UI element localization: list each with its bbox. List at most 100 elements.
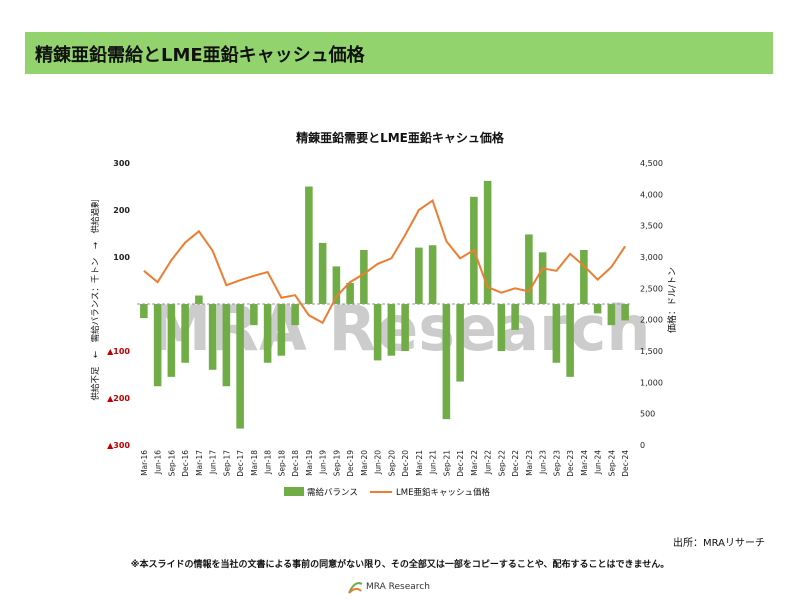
- x-tick-label: Jun-17: [209, 450, 218, 475]
- right-tick-label: 0: [640, 441, 645, 450]
- bar-Dec-19: [346, 282, 354, 304]
- x-tick-label: Sep-19: [332, 450, 341, 477]
- x-tick-label: Mar-22: [470, 450, 479, 476]
- x-tick-label: Jun-23: [539, 450, 548, 475]
- bar-Jun-20: [373, 304, 382, 361]
- x-tick-label: Sep-17: [222, 450, 231, 477]
- x-tick-label: Mar-20: [360, 450, 369, 476]
- bar-Jun-23: [538, 252, 547, 304]
- page-title: 精錬亜鉛需給とLME亜鉛キャッシュ価格: [35, 45, 365, 66]
- bar-Jun-16: [153, 304, 162, 387]
- bar-Dec-20: [401, 304, 409, 351]
- logo-text: MRA Research: [366, 582, 430, 592]
- left-tick-label: 200: [113, 206, 130, 215]
- x-tick-label: Jun-20: [374, 450, 383, 475]
- x-tick-label: Sep-16: [167, 450, 176, 477]
- x-tick-label: Sep-23: [552, 450, 561, 477]
- right-tick-label: 1,500: [640, 347, 663, 356]
- x-tick-label: Mar-21: [415, 450, 424, 476]
- bar-Jun-17: [208, 304, 217, 370]
- bar-Jun-24: [593, 304, 602, 314]
- bar-Sep-20: [387, 304, 396, 356]
- bar-Mar-20: [360, 249, 368, 304]
- bar-Dec-17: [236, 304, 244, 429]
- bar-Mar-21: [415, 247, 423, 304]
- right-tick-label: 4,000: [640, 190, 663, 199]
- title-bar: 精錬亜鉛需給とLME亜鉛キャッシュ価格: [25, 32, 773, 74]
- source-note: 出所：MRAリサーチ: [672, 538, 765, 549]
- bar-Sep-21: [442, 304, 451, 420]
- x-tick-label: Dec-20: [401, 450, 410, 477]
- bar-Dec-16: [181, 304, 189, 363]
- x-tick-label: Dec-24: [621, 450, 630, 477]
- bar-Dec-23: [566, 304, 574, 377]
- footnote: ※本スライドの情報を当社の文書による事前の同意がない限り、その全部又は一部をコピ…: [130, 560, 670, 570]
- x-tick-label: Dec-16: [181, 450, 190, 477]
- x-tick-label: Jun-19: [319, 450, 328, 475]
- right-axis-label: 価格：ドル/トン: [666, 267, 678, 333]
- x-tick-label: Jun-18: [264, 450, 273, 475]
- bar-Dec-18: [291, 304, 299, 326]
- logo-icon: [348, 582, 363, 594]
- bar-Jun-18: [263, 304, 272, 363]
- left-axis-label: 供給不足 ← 需給バランス：千トン → 供給過剰: [90, 199, 101, 400]
- x-tick-label: Mar-19: [305, 450, 314, 476]
- left-tick-label: ▲300: [107, 441, 130, 450]
- x-tick-label: Dec-17: [236, 450, 245, 477]
- bar-Mar-24: [580, 249, 588, 304]
- x-tick-label: Jun-24: [594, 450, 603, 475]
- bar-Dec-24: [621, 304, 629, 321]
- right-tick-label: 1,000: [640, 378, 663, 387]
- x-tick-label: Jun-16: [154, 450, 163, 475]
- x-tick-label: Dec-21: [456, 450, 465, 477]
- x-tick-label: Dec-22: [511, 450, 520, 477]
- bar-Mar-16: [140, 304, 148, 319]
- left-tick-label: ▲100: [107, 347, 130, 356]
- x-tick-label: Sep-20: [387, 450, 396, 477]
- right-tick-label: 2,000: [640, 316, 663, 325]
- x-tick-label: Mar-18: [250, 450, 259, 476]
- x-tick-label: Sep-18: [277, 450, 286, 477]
- bar-Dec-22: [511, 304, 519, 330]
- bar-Jun-21: [428, 245, 437, 304]
- bar-Jun-22: [483, 180, 492, 304]
- bar-Sep-17: [222, 304, 231, 387]
- price-line: [143, 199, 626, 325]
- x-tick-label: Sep-22: [497, 450, 506, 477]
- bar-Sep-18: [277, 304, 286, 356]
- right-tick-label: 3,000: [640, 253, 663, 262]
- right-tick-label: 4,500: [640, 159, 663, 168]
- x-tick-label: Sep-24: [607, 450, 616, 477]
- x-tick-label: Mar-24: [580, 450, 589, 476]
- x-tick-label: Mar-16: [140, 450, 149, 476]
- bar-Sep-19: [332, 266, 341, 304]
- legend-swatch-balance: [284, 487, 304, 496]
- x-tick-label: Jun-21: [429, 450, 438, 475]
- x-tick-label: Dec-23: [566, 450, 575, 477]
- logo: MRA Research: [346, 578, 466, 598]
- x-tick-label: Dec-19: [346, 450, 355, 477]
- right-tick-label: 500: [640, 410, 655, 419]
- left-tick-label: ▲200: [107, 394, 130, 403]
- x-tick-label: Jun-22: [484, 450, 493, 475]
- bar-Jun-19: [318, 242, 327, 304]
- bar-Sep-16: [167, 304, 176, 377]
- x-tick-label: Mar-17: [195, 450, 204, 476]
- legend-label-balance: 需給バランス: [307, 487, 358, 498]
- left-tick-label: 100: [113, 253, 130, 262]
- x-tick-label: Sep-21: [442, 450, 451, 477]
- bar-Sep-24: [607, 304, 616, 326]
- right-tick-label: 2,500: [640, 284, 663, 293]
- x-tick-label: Mar-23: [525, 450, 534, 476]
- bar-Mar-17: [195, 295, 203, 304]
- bar-Mar-19: [305, 186, 313, 304]
- bar-Mar-23: [525, 234, 533, 304]
- bar-Dec-21: [456, 304, 464, 382]
- bar-Mar-18: [250, 304, 258, 326]
- right-tick-label: 3,500: [640, 222, 663, 231]
- chart-title: 精錬亜鉛需要とLME亜鉛キャシュ価格: [296, 130, 505, 145]
- bar-Sep-23: [552, 304, 561, 363]
- left-tick-label: 300: [113, 159, 130, 168]
- bar-Sep-22: [497, 304, 506, 351]
